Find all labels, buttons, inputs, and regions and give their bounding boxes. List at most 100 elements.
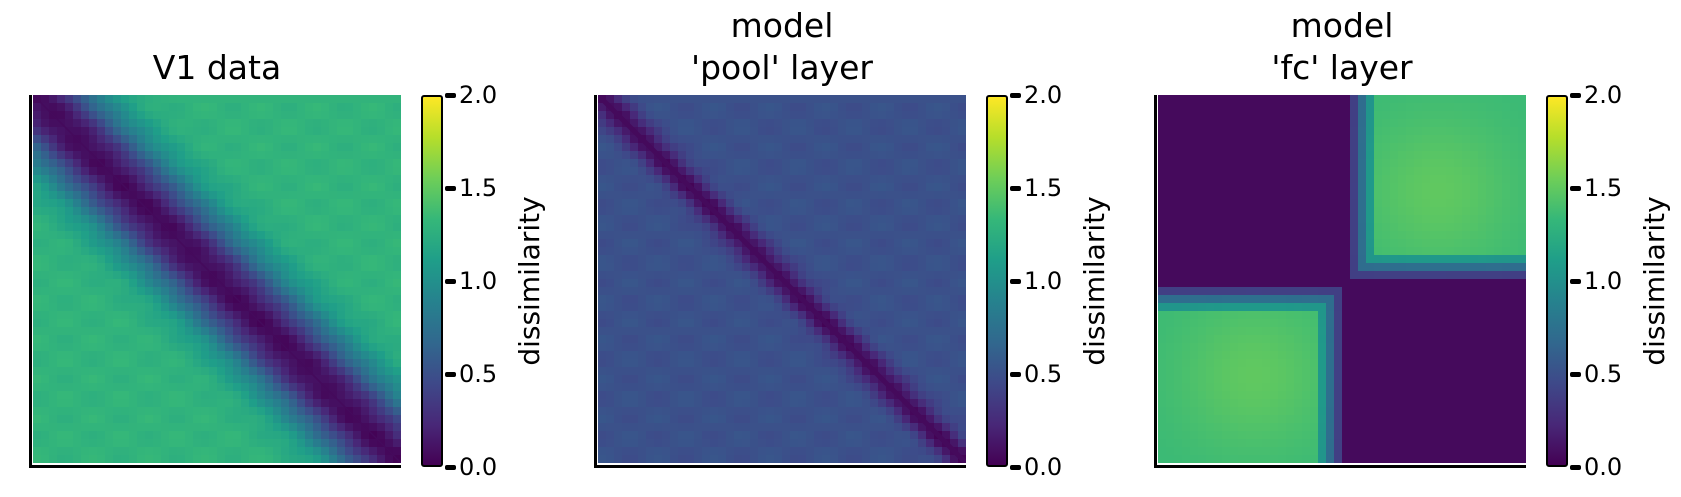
heatmap-cell xyxy=(734,351,743,360)
heatmap-cell xyxy=(1190,167,1199,176)
heatmap-cell xyxy=(89,335,98,344)
heatmap-cell xyxy=(1358,215,1367,224)
heatmap-cell xyxy=(185,375,194,384)
heatmap-cell xyxy=(734,303,743,312)
heatmap-cell xyxy=(806,255,815,264)
heatmap-cell xyxy=(782,271,791,280)
heatmap-cell xyxy=(950,287,959,296)
heatmap-cell xyxy=(209,143,218,152)
heatmap-cell xyxy=(1510,143,1519,152)
heatmap-cell xyxy=(289,431,298,440)
heatmap-cell xyxy=(878,279,887,288)
heatmap-cell xyxy=(1366,215,1375,224)
heatmap-cell xyxy=(89,263,98,272)
heatmap-cell xyxy=(249,247,258,256)
heatmap-cell xyxy=(718,103,727,112)
heatmap-cell xyxy=(926,263,935,272)
heatmap-cell xyxy=(129,287,138,296)
heatmap-cell xyxy=(806,127,815,136)
heatmap-cell xyxy=(926,455,935,463)
heatmap-cell xyxy=(161,303,170,312)
heatmap-cell xyxy=(89,327,98,336)
heatmap-cell xyxy=(105,431,114,440)
heatmap-cell xyxy=(774,295,783,304)
heatmap-cell xyxy=(718,151,727,160)
heatmap-cell xyxy=(854,183,863,192)
heatmap-cell xyxy=(678,295,687,304)
heatmap-cell xyxy=(121,423,130,432)
heatmap-cell xyxy=(369,175,378,184)
heatmap-cell xyxy=(902,271,911,280)
heatmap-cell xyxy=(49,271,58,280)
heatmap-cell xyxy=(73,423,82,432)
heatmap-cell xyxy=(201,351,210,360)
heatmap-cell xyxy=(201,239,210,248)
heatmap-cell xyxy=(313,191,322,200)
heatmap-cell xyxy=(830,383,839,392)
heatmap-cell xyxy=(894,367,903,376)
heatmap-cell xyxy=(49,143,58,152)
heatmap-cell xyxy=(654,247,663,256)
heatmap-cell xyxy=(1486,143,1495,152)
heatmap-cell xyxy=(289,151,298,160)
heatmap-cell xyxy=(1206,151,1215,160)
heatmap-cell xyxy=(870,287,879,296)
heatmap-cell xyxy=(137,255,146,264)
heatmap-cell xyxy=(902,215,911,224)
heatmap-cell xyxy=(249,111,258,120)
heatmap-cell xyxy=(870,343,879,352)
heatmap-cell xyxy=(201,215,210,224)
heatmap-cell xyxy=(622,111,631,120)
heatmap-cell xyxy=(33,343,42,352)
heatmap-cell xyxy=(97,247,106,256)
heatmap-cell xyxy=(257,271,266,280)
heatmap-cell xyxy=(169,455,178,463)
heatmap-cell xyxy=(161,111,170,120)
heatmap-cell xyxy=(113,255,122,264)
heatmap-cell xyxy=(257,103,266,112)
heatmap-cell xyxy=(249,207,258,216)
heatmap-cell xyxy=(393,295,401,304)
heatmap-cell xyxy=(822,375,831,384)
heatmap-cell xyxy=(750,447,759,456)
heatmap-cell xyxy=(1454,111,1463,120)
heatmap-cell xyxy=(329,111,338,120)
heatmap-cell xyxy=(622,407,631,416)
heatmap-cell xyxy=(329,455,338,463)
heatmap-cell xyxy=(353,151,362,160)
heatmap-cell xyxy=(846,247,855,256)
chart-title: V1 data xyxy=(33,47,401,89)
heatmap-cell xyxy=(806,319,815,328)
heatmap-cell xyxy=(1462,191,1471,200)
heatmap-cell xyxy=(233,175,242,184)
heatmap-cell xyxy=(830,367,839,376)
heatmap-cell xyxy=(614,151,623,160)
heatmap-cell xyxy=(910,191,919,200)
heatmap-cell xyxy=(193,383,202,392)
heatmap-cell xyxy=(49,119,58,128)
heatmap-cell xyxy=(161,255,170,264)
heatmap-cell xyxy=(646,327,655,336)
heatmap-cell xyxy=(305,415,314,424)
heatmap-cell xyxy=(1470,111,1479,120)
heatmap-cell xyxy=(630,279,639,288)
heatmap-cell xyxy=(958,439,966,448)
heatmap-cell xyxy=(33,455,42,463)
heatmap-cell xyxy=(1390,151,1399,160)
heatmap-cell xyxy=(662,351,671,360)
heatmap-cell xyxy=(646,247,655,256)
heatmap-cell xyxy=(742,135,751,144)
heatmap-cell xyxy=(1438,95,1447,104)
heatmap-cell xyxy=(297,439,306,448)
heatmap-cell xyxy=(902,143,911,152)
heatmap-cell xyxy=(385,375,394,384)
heatmap-cell xyxy=(1286,95,1295,104)
heatmap-cell xyxy=(185,367,194,376)
heatmap-cell xyxy=(702,359,711,368)
heatmap-cell xyxy=(670,423,679,432)
heatmap-cell xyxy=(1326,119,1335,128)
heatmap-cell xyxy=(169,151,178,160)
heatmap-cell xyxy=(934,439,943,448)
heatmap-cell xyxy=(798,415,807,424)
heatmap-cell xyxy=(1174,103,1183,112)
